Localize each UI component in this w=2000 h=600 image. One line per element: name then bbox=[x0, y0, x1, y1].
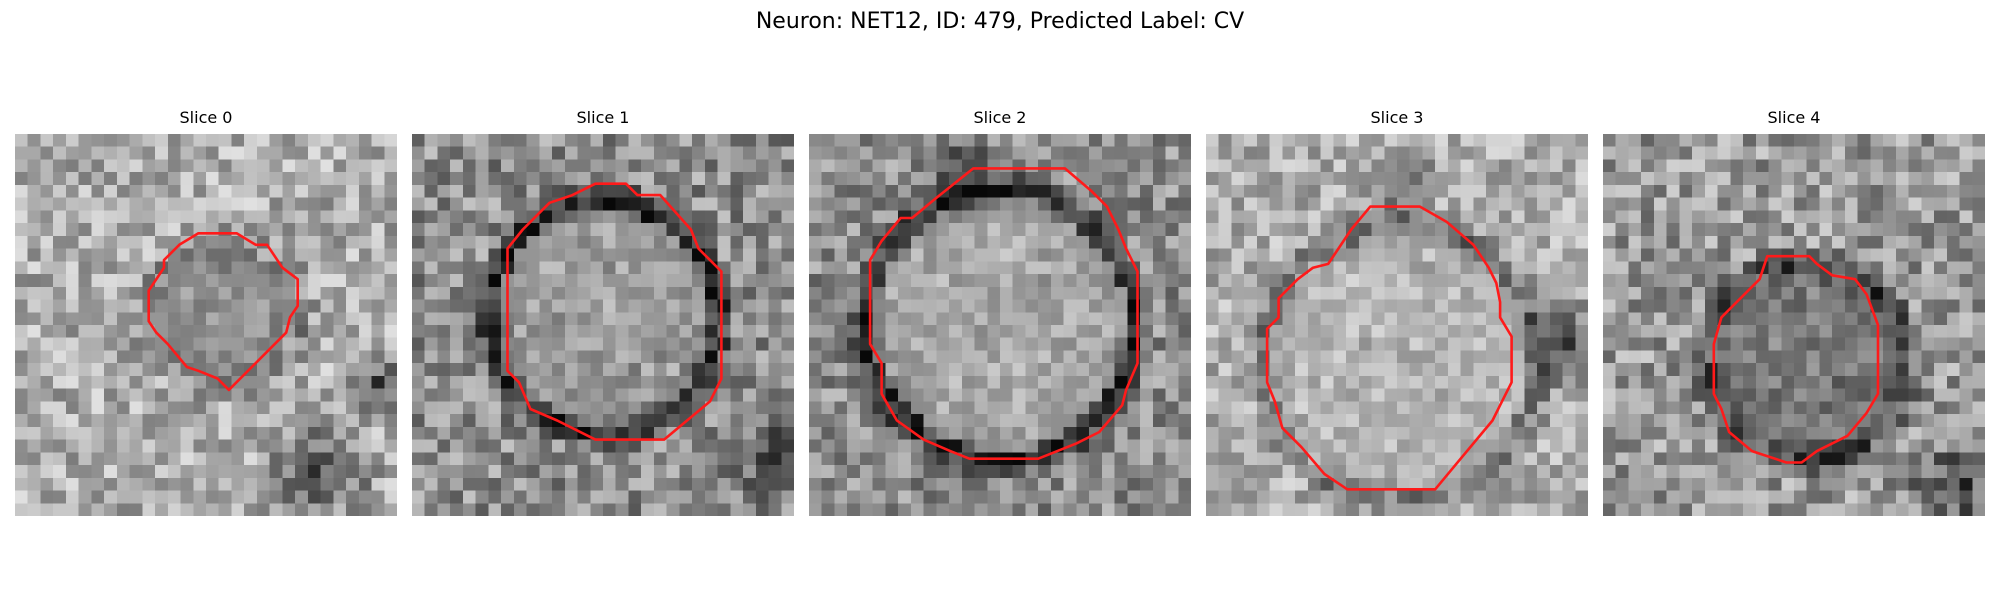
slice-image-2 bbox=[809, 134, 1191, 516]
slice-image-1 bbox=[412, 134, 794, 516]
slice-panel-1: Slice 1 bbox=[412, 108, 794, 516]
slice-panel-0: Slice 0 bbox=[15, 108, 397, 516]
slice-title-1: Slice 1 bbox=[576, 108, 630, 127]
slice-title-2: Slice 2 bbox=[973, 108, 1027, 127]
slice-title-0: Slice 0 bbox=[179, 108, 233, 127]
segmentation-contour bbox=[1265, 205, 1513, 491]
segmentation-contour bbox=[1712, 254, 1880, 464]
slice-panel-3: Slice 3 bbox=[1206, 108, 1588, 516]
segmentation-contour bbox=[147, 232, 300, 392]
slice-image-4 bbox=[1603, 134, 1985, 516]
slice-image-3 bbox=[1206, 134, 1588, 516]
slice-image-0 bbox=[15, 134, 397, 516]
segmentation-contour bbox=[868, 167, 1139, 461]
slice-panel-4: Slice 4 bbox=[1603, 108, 1985, 516]
figure-title: Neuron: NET12, ID: 479, Predicted Label:… bbox=[755, 9, 1245, 34]
slice-title-4: Slice 4 bbox=[1767, 108, 1821, 127]
slice-panel-2: Slice 2 bbox=[809, 108, 1191, 516]
slice-title-3: Slice 3 bbox=[1370, 108, 1424, 127]
segmentation-contour bbox=[506, 182, 723, 441]
